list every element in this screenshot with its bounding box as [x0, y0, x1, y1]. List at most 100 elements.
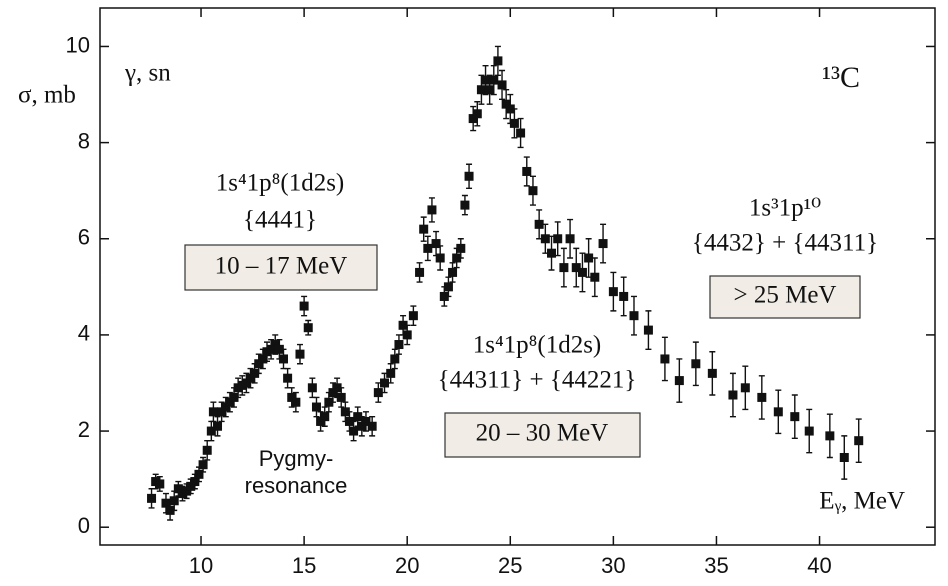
data-point [476, 85, 486, 95]
data-point [336, 392, 346, 402]
data-point [173, 484, 183, 494]
data-point [186, 481, 196, 491]
data-point [740, 383, 750, 393]
data-point [619, 291, 629, 301]
data-point [804, 426, 814, 436]
annotation: 1s⁴1p⁸(1d2s) [473, 332, 602, 359]
data-point [250, 368, 260, 378]
annotation: {44311} + {44221} [438, 367, 637, 394]
data-point [357, 421, 367, 431]
data-point [169, 496, 179, 506]
data-point [590, 272, 600, 282]
data-point [559, 263, 569, 273]
data-point [540, 234, 550, 244]
data-point [361, 416, 371, 426]
data-point [332, 383, 342, 393]
data-point [254, 359, 264, 369]
data-point [402, 330, 412, 340]
annotation: Pygmy- [259, 446, 334, 471]
data-point [217, 407, 227, 417]
data-point [757, 392, 767, 402]
data-point [320, 412, 330, 422]
data-point [241, 378, 251, 388]
annotation-box [709, 275, 861, 319]
annotation: {4432} + {44311} [692, 230, 878, 257]
data-point [839, 453, 849, 463]
data-point [509, 118, 519, 128]
data-point [182, 486, 192, 496]
data-point [386, 368, 396, 378]
data-point [431, 239, 441, 249]
data-point [497, 80, 507, 90]
data-point [316, 416, 326, 426]
data-point [505, 104, 515, 114]
data-point [608, 287, 618, 297]
data-point [229, 392, 239, 402]
data-point [258, 354, 268, 364]
data-point [221, 402, 231, 412]
data-point [481, 75, 491, 85]
data-point [501, 99, 511, 109]
data-point [373, 388, 383, 398]
data-point [278, 354, 288, 364]
x-tick-label: 20 [395, 553, 419, 578]
plot-frame [99, 7, 936, 546]
data-point [198, 460, 208, 470]
data-point [534, 219, 544, 229]
data-point [324, 397, 334, 407]
x-tick-label: 15 [292, 553, 316, 578]
data-point [460, 200, 470, 210]
data-point [854, 436, 864, 446]
data-point [213, 421, 223, 431]
data-point [408, 311, 418, 321]
data-point [643, 325, 653, 335]
data-point [660, 354, 670, 364]
data-point [283, 373, 293, 383]
y-tick-label: 0 [78, 513, 90, 538]
data-point [398, 320, 408, 330]
x-tick-label: 10 [189, 553, 213, 578]
x-tick-label: 40 [807, 553, 831, 578]
x-tick-label: 25 [498, 553, 522, 578]
annotation: 1s³1p¹⁰ [749, 195, 821, 222]
data-point [516, 128, 526, 138]
data-point [464, 171, 474, 181]
x-tick-label: 35 [704, 553, 728, 578]
data-point [790, 412, 800, 422]
data-point [194, 469, 204, 479]
data-point [367, 421, 377, 431]
data-point [439, 291, 449, 301]
data-point [202, 445, 212, 455]
annotation: 1s⁴1p⁸(1d2s) [216, 170, 345, 197]
data-point [443, 282, 453, 292]
data-point [485, 85, 495, 95]
data-point [825, 431, 835, 441]
y-tick-label: 8 [78, 128, 90, 153]
y-tick-label: 4 [78, 321, 90, 346]
data-point [299, 301, 309, 311]
data-point [311, 402, 321, 412]
y-tick-label: 6 [78, 225, 90, 250]
data-point [674, 376, 684, 386]
annotation: 20 – 30 MeV [476, 420, 609, 447]
data-point [165, 505, 175, 515]
data-point [415, 267, 425, 277]
data-point [773, 407, 783, 417]
data-point [353, 412, 363, 422]
data-point [472, 109, 482, 119]
data-point [565, 234, 575, 244]
data-point [206, 426, 216, 436]
annotation-box [444, 412, 641, 458]
data-point [190, 477, 200, 487]
data-point [295, 349, 305, 359]
data-point [246, 373, 256, 383]
data-point [577, 267, 587, 277]
data-point [522, 166, 532, 176]
data-point [493, 56, 503, 66]
data-point [380, 378, 390, 388]
data-point [728, 390, 738, 400]
data-point [287, 392, 297, 402]
data-point [427, 205, 437, 215]
data-point [274, 344, 284, 354]
data-point [303, 323, 313, 333]
